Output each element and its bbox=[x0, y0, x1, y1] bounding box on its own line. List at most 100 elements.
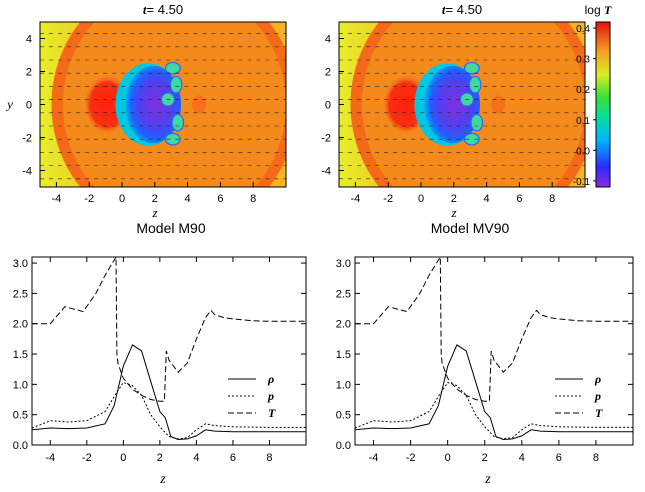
cloud-body bbox=[125, 65, 182, 144]
y-tick-label: 1.5 bbox=[13, 349, 28, 361]
colorbar-scale bbox=[595, 21, 611, 188]
colorbar-tick-label: 0.0 bbox=[576, 146, 590, 157]
x-tick-label: -4 bbox=[369, 452, 379, 464]
colorbar: 0.4 0.3 0.2 0.1 0.0 -0.1 log T bbox=[573, 3, 612, 188]
temperature-maps: -4 -2 0 2 4 6 8 -4 -2 0 2 4 t= 4.50 z y Model M90 -4 -2 0 2… bbox=[5, 2, 586, 236]
x-tick-label: -4 bbox=[351, 193, 361, 205]
series-line-dotted bbox=[32, 381, 306, 440]
colorbar-tick-label: 0.4 bbox=[576, 24, 590, 35]
series-line-dashed bbox=[32, 257, 306, 402]
colorbar-tick-label: 0.2 bbox=[576, 85, 590, 96]
colorbar-title: log T bbox=[585, 3, 612, 17]
x-tick-label: 4 bbox=[484, 193, 490, 205]
heatmap-panel-1: -4 -2 0 2 4 6 8 -4 -2 0 2 4 t= 4.50 z y Model M90 bbox=[5, 2, 287, 236]
series-line-solid bbox=[32, 344, 306, 441]
y-tick-label: 0 bbox=[325, 100, 331, 112]
y-tick-label: 2.5 bbox=[13, 288, 28, 300]
y-tick-label: 2.0 bbox=[13, 319, 28, 331]
y-tick-label: 2 bbox=[325, 67, 331, 79]
colorbar-tick-label: 0.3 bbox=[576, 55, 590, 66]
x-tick-label: 6 bbox=[556, 452, 562, 464]
y-tick-label: 0.0 bbox=[336, 440, 351, 452]
legend-label: p bbox=[594, 389, 601, 403]
x-tick-label: -2 bbox=[84, 193, 94, 205]
y-tick-label: 3.0 bbox=[336, 258, 351, 270]
model-title: Model MV90 bbox=[431, 220, 510, 236]
y-tick-label: 1.5 bbox=[336, 349, 351, 361]
colorbar-tick-label: -0.1 bbox=[573, 177, 591, 188]
y-tick-label: 4 bbox=[325, 34, 331, 46]
x-tick-label: 0 bbox=[120, 452, 126, 464]
legend-label: ρ bbox=[267, 372, 274, 386]
colorbar-tick-label: 0.1 bbox=[576, 116, 590, 127]
x-tick-label: -2 bbox=[82, 452, 92, 464]
wake-spot bbox=[192, 95, 207, 114]
x-tick-label: 2 bbox=[157, 452, 163, 464]
y-tick-label: 2.5 bbox=[336, 288, 351, 300]
x-tick-label: 0 bbox=[445, 452, 451, 464]
x-tick-label: -2 bbox=[406, 452, 416, 464]
heatmap-field bbox=[339, 22, 585, 187]
x-axis-label: z bbox=[151, 205, 157, 220]
x-tick-label: -4 bbox=[52, 193, 62, 205]
cloud-filament bbox=[468, 75, 482, 94]
y-tick-label: 0.5 bbox=[13, 410, 28, 422]
plot-frame bbox=[354, 256, 634, 446]
y-tick-label: -2 bbox=[22, 133, 32, 145]
y-axis-label: y bbox=[5, 97, 13, 112]
x-axis-label: z bbox=[484, 472, 491, 487]
x-tick-label: 8 bbox=[266, 452, 272, 464]
cloud-filament bbox=[463, 132, 480, 146]
series-group bbox=[355, 257, 633, 441]
x-tick-label: 8 bbox=[593, 452, 599, 464]
x-tick-label: 0 bbox=[418, 193, 424, 205]
legend-label: T bbox=[595, 406, 603, 420]
x-tick-label: 4 bbox=[519, 452, 525, 464]
y-tick-label: 3.0 bbox=[13, 258, 28, 270]
y-tick-label: 4 bbox=[26, 34, 32, 46]
x-tick-label: 2 bbox=[451, 193, 457, 205]
model-title: Model M90 bbox=[136, 220, 205, 236]
x-tick-label: 2 bbox=[152, 193, 158, 205]
y-tick-label: 0.0 bbox=[13, 440, 28, 452]
y-tick-label: 0 bbox=[26, 100, 32, 112]
time-title: t= 4.50 bbox=[442, 2, 482, 17]
x-tick-label: -4 bbox=[45, 452, 55, 464]
x-tick-label: 6 bbox=[217, 193, 223, 205]
x-tick-label: 0 bbox=[119, 193, 125, 205]
cloud-filament bbox=[169, 75, 183, 94]
heatmap-field bbox=[40, 22, 286, 187]
legend-label: p bbox=[267, 389, 274, 403]
series-line-dotted bbox=[355, 381, 633, 440]
y-tick-label: 1.0 bbox=[13, 379, 28, 391]
plot-frame bbox=[31, 256, 307, 446]
cloud-body bbox=[424, 65, 481, 144]
x-tick-label: 8 bbox=[549, 193, 555, 205]
time-title: t= 4.50 bbox=[143, 2, 183, 17]
legend-label: T bbox=[268, 406, 276, 420]
y-tick-label: 1.0 bbox=[336, 379, 351, 391]
series-group bbox=[32, 257, 306, 441]
legend-label: ρ bbox=[594, 372, 601, 386]
cloud-filament bbox=[470, 113, 484, 132]
wake-spot bbox=[491, 95, 506, 114]
x-tick-label: -2 bbox=[383, 193, 393, 205]
y-tick-label: -2 bbox=[321, 133, 331, 145]
x-axis-label: z bbox=[159, 472, 166, 487]
y-tick-label: -4 bbox=[321, 166, 331, 178]
x-tick-label: 8 bbox=[250, 193, 256, 205]
y-tick-label: 2.0 bbox=[336, 319, 351, 331]
x-tick-label: 6 bbox=[516, 193, 522, 205]
cloud-filament bbox=[164, 61, 181, 75]
x-tick-label: 4 bbox=[185, 193, 191, 205]
y-tick-label: -4 bbox=[22, 166, 32, 178]
series-line-dashed bbox=[355, 257, 633, 402]
x-axis-label: z bbox=[450, 205, 456, 220]
x-tick-label: 6 bbox=[230, 452, 236, 464]
x-tick-label: 4 bbox=[193, 452, 199, 464]
